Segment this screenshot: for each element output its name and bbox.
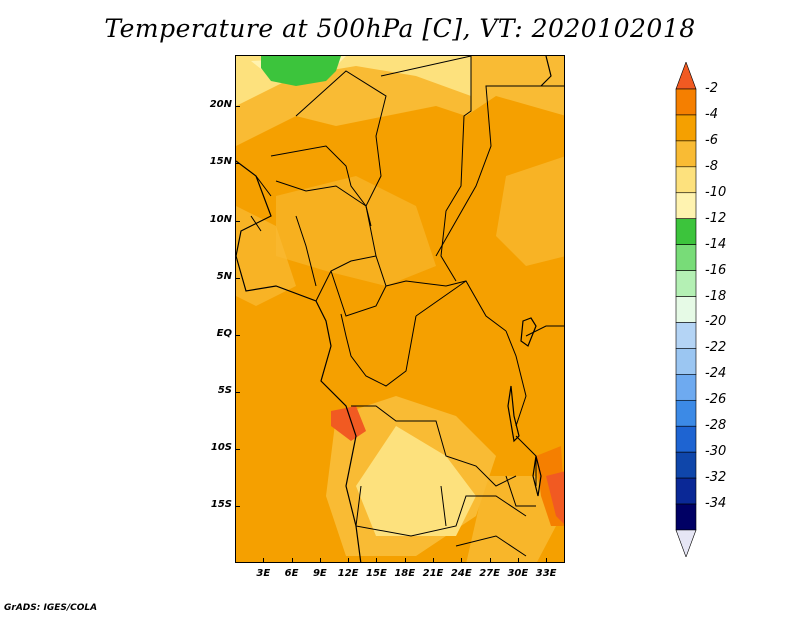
colorbar-segment bbox=[675, 88, 697, 116]
temperature-map bbox=[235, 55, 565, 563]
lon-label: 3E bbox=[256, 568, 271, 579]
colorbar-label: -18 bbox=[705, 288, 727, 304]
lon-label: 12E bbox=[337, 568, 359, 579]
lat-tick bbox=[235, 163, 240, 165]
lon-tick bbox=[263, 558, 265, 563]
lon-label: 33E bbox=[535, 568, 557, 579]
lon-label: 30E bbox=[507, 568, 529, 579]
colorbar-label: -34 bbox=[705, 496, 727, 512]
colorbar-segment bbox=[675, 244, 697, 271]
colorbar-segment bbox=[675, 270, 697, 297]
colorbar-label: -8 bbox=[705, 158, 718, 174]
colorbar-segment bbox=[675, 218, 697, 245]
colorbar-label: -16 bbox=[705, 262, 727, 278]
lon-label: 9E bbox=[312, 568, 327, 579]
temp-field-west bbox=[236, 206, 296, 306]
lon-label: 21E bbox=[422, 568, 444, 579]
colorbar-label: -12 bbox=[705, 210, 727, 226]
temp-field-south-core bbox=[356, 426, 476, 536]
temp-field-sahel bbox=[276, 176, 436, 286]
colorbar-label: -6 bbox=[705, 132, 718, 148]
lon-tick bbox=[546, 558, 548, 563]
red-sea-coast bbox=[540, 56, 552, 87]
colorbar-segment bbox=[675, 529, 697, 557]
temp-field-southeast bbox=[466, 476, 556, 562]
lon-label: 18E bbox=[394, 568, 416, 579]
colorbar-segment bbox=[675, 114, 697, 142]
lat-label: 20N bbox=[209, 99, 232, 111]
lon-tick bbox=[376, 558, 378, 563]
lakes bbox=[507, 317, 542, 497]
temp-field-east bbox=[496, 156, 564, 266]
lon-tick bbox=[433, 558, 434, 563]
colorbar-label: -2 bbox=[705, 81, 718, 96]
colorbar-segment bbox=[675, 451, 697, 479]
colorbar-segment bbox=[675, 166, 697, 194]
lat-label: 5S bbox=[217, 384, 232, 396]
lat-label: 10S bbox=[210, 441, 232, 453]
colorbar-label: -22 bbox=[705, 340, 727, 356]
colorbar-segment bbox=[675, 477, 697, 505]
lat-tick bbox=[235, 277, 240, 279]
lon-label: 24E bbox=[450, 568, 472, 579]
map-canvas bbox=[236, 56, 564, 562]
colorbar-segment bbox=[675, 296, 697, 323]
lat-tick bbox=[235, 106, 240, 108]
lon-tick bbox=[517, 558, 519, 563]
lon-tick bbox=[461, 558, 463, 563]
lat-tick bbox=[235, 220, 240, 222]
lon-tick bbox=[404, 558, 406, 563]
lon-tick bbox=[348, 558, 350, 563]
colorbar-label: -30 bbox=[705, 444, 727, 460]
colorbar-segment bbox=[675, 140, 697, 168]
colorbar-segment bbox=[675, 399, 697, 427]
colorbar-label: -10 bbox=[705, 184, 727, 200]
colorbar-label: -20 bbox=[705, 314, 727, 330]
lat-tick bbox=[235, 448, 240, 450]
colorbar-label: -24 bbox=[705, 366, 727, 382]
colorbar-label: -26 bbox=[705, 392, 727, 408]
colorbar-segment bbox=[675, 425, 697, 453]
colorbar-segment bbox=[675, 348, 697, 375]
lon-label: 6E bbox=[284, 568, 299, 579]
colorbar-segment bbox=[675, 503, 697, 531]
credit-text: GrADS: IGES/COLA bbox=[4, 603, 98, 613]
lat-label: 15N bbox=[209, 156, 232, 168]
map-title: Temperature at 500hPa [C], VT: 202010201… bbox=[104, 14, 696, 43]
lat-label: 5N bbox=[216, 270, 232, 282]
lon-label: 27E bbox=[479, 568, 500, 579]
temp-field-cold-patch bbox=[261, 56, 341, 86]
colorbar-segment bbox=[675, 192, 697, 220]
lon-tick bbox=[291, 558, 293, 563]
lat-label: 10N bbox=[209, 213, 232, 225]
colorbar bbox=[675, 62, 697, 557]
colorbar-label: -14 bbox=[705, 236, 727, 252]
lat-label: EQ bbox=[216, 327, 232, 339]
colorbar-segment bbox=[675, 322, 697, 349]
lat-tick bbox=[235, 505, 240, 507]
temp-field-warm-mozambique bbox=[546, 471, 564, 524]
lon-tick bbox=[319, 558, 321, 563]
lat-label: 15S bbox=[210, 498, 232, 510]
temp-field-warm-angola bbox=[331, 406, 366, 441]
colorbar-label: -28 bbox=[705, 418, 727, 434]
lon-label: 15E bbox=[366, 568, 387, 579]
lon-tick bbox=[489, 558, 491, 563]
colorbar-label: -4 bbox=[705, 106, 718, 122]
country-borders bbox=[250, 56, 564, 557]
lat-tick bbox=[235, 391, 240, 393]
lat-tick bbox=[235, 334, 240, 336]
colorbar-segment bbox=[675, 62, 697, 90]
colorbar-segment bbox=[675, 374, 697, 401]
colorbar-label: -32 bbox=[705, 470, 727, 486]
